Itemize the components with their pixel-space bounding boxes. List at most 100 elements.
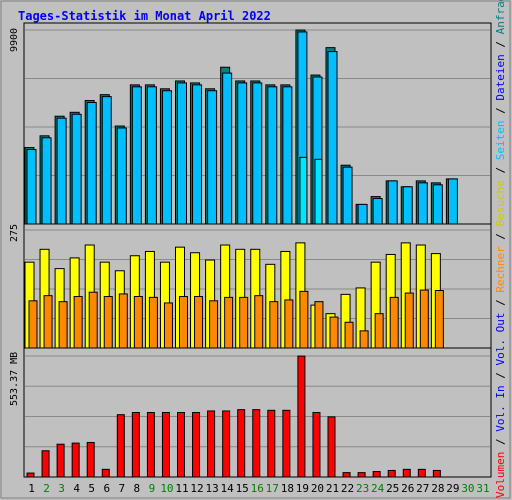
bar-sites-day-12 <box>194 296 204 349</box>
bar-volume-day-15 <box>237 409 246 478</box>
legend-sep-4: / <box>494 226 507 246</box>
bar-files-day-10 <box>161 90 172 225</box>
day-label-19: 19 <box>296 482 309 495</box>
bar-volume-day-6 <box>101 468 110 478</box>
bar-files-day-6 <box>101 96 112 225</box>
day-label-17: 17 <box>266 482 279 495</box>
bar-sites-day-4 <box>73 296 83 349</box>
day-label-30: 30 <box>461 482 474 495</box>
bar-volume-day-22 <box>342 472 351 478</box>
bar-volume-day-10 <box>161 411 170 478</box>
hits-ymax-label: 9900 <box>9 28 20 52</box>
bar-files-day-25 <box>387 180 398 225</box>
bar-sites-day-24 <box>374 313 384 349</box>
legend-sep-2: / <box>494 366 507 386</box>
bar-sites-day-16 <box>254 295 264 349</box>
bar-volume-day-14 <box>222 410 231 478</box>
bar-sites-day-17 <box>269 301 279 349</box>
legend-besuche: Besuche <box>494 180 507 226</box>
day-label-21: 21 <box>326 482 339 495</box>
bar-sites-day-11 <box>179 296 188 349</box>
bar-sites-day-1 <box>28 300 38 349</box>
day-label-4: 4 <box>73 482 80 495</box>
day-label-5: 5 <box>88 482 95 495</box>
bar-sites-day-13 <box>209 300 219 349</box>
bar-sites-day-5 <box>88 291 98 349</box>
bar-sites-day-28 <box>434 290 444 349</box>
legend-vol-in: Vol. In <box>494 385 507 431</box>
day-label-31: 31 <box>476 482 489 495</box>
bar-sites-day-21 <box>329 316 339 349</box>
bar-files-day-11 <box>177 82 187 225</box>
bar-volume-day-18 <box>282 409 291 478</box>
legend-sep-6: / <box>494 101 507 121</box>
bar-files-day-7 <box>116 127 127 225</box>
day-label-7: 7 <box>118 482 125 495</box>
day-label-20: 20 <box>311 482 324 495</box>
bar-volume-day-21 <box>327 416 336 478</box>
bar-volume-day-24 <box>372 471 381 478</box>
bar-files-day-18 <box>282 86 293 225</box>
day-labels: 1 2 3 4 5 6 7 8 9 10 11 12 13 14 15 16 17 18 19 20 21 22 23 24 2… <box>28 482 489 495</box>
bar-volume-day-27 <box>417 468 426 478</box>
visits-ymax-label: 275 <box>9 224 20 242</box>
day-label-23: 23 <box>356 482 369 495</box>
bar-sites-day-3 <box>58 301 68 349</box>
day-label-9: 9 <box>149 482 156 495</box>
legend-dateien: Dateien <box>494 54 507 100</box>
bar-sites-day-19 <box>299 290 309 349</box>
day-label-27: 27 <box>416 482 429 495</box>
bar-volume-day-4 <box>71 442 80 478</box>
bar-volume-day-16 <box>252 409 261 478</box>
bar-volume-day-17 <box>267 409 276 478</box>
legend-sep-5: / <box>494 160 507 180</box>
day-label-18: 18 <box>281 482 294 495</box>
bar-volume-day-1 <box>26 472 35 478</box>
bar-volume-day-12 <box>192 411 201 478</box>
bar-files-day-14 <box>222 72 233 225</box>
bar-volume-day-3 <box>56 443 65 478</box>
bar-volume-day-28 <box>432 469 441 478</box>
bar-files-day-2 <box>41 137 52 225</box>
bar-sites-day-25 <box>389 296 399 349</box>
legend-seiten: Seiten <box>494 120 507 160</box>
bar-files-day-4 <box>71 113 82 225</box>
right-legend: Volumen / Vol. In / Vol. Out / Rechner /… <box>494 0 507 498</box>
day-label-11: 11 <box>175 482 188 495</box>
bar-files-day-26 <box>402 186 413 225</box>
day-label-6: 6 <box>103 482 110 495</box>
bar-volume-day-19 <box>297 355 306 478</box>
legend-vol-out: Vol. Out <box>494 313 507 366</box>
bar-files-day-1 <box>26 149 37 225</box>
legend-volumen: Volumen <box>494 452 507 498</box>
day-label-2: 2 <box>43 482 50 495</box>
bar-volume-day-11 <box>177 411 185 478</box>
bar-files-day-24 <box>372 198 383 225</box>
day-label-8: 8 <box>134 482 141 495</box>
bar-files-day-5 <box>86 102 97 225</box>
day-label-16: 16 <box>251 482 264 495</box>
day-label-1: 1 <box>28 482 35 495</box>
bar-files-day-16 <box>252 82 263 225</box>
bar-files-day-23 <box>357 203 368 225</box>
bar-volume-day-25 <box>387 469 396 478</box>
chart-title: Tages-Statistik im Monat April 2022 <box>18 9 271 23</box>
legend-sep-3: / <box>494 293 507 313</box>
bar-volume-day-5 <box>86 441 95 478</box>
day-label-26: 26 <box>401 482 414 495</box>
day-label-15: 15 <box>236 482 249 495</box>
day-label-3: 3 <box>58 482 65 495</box>
bar-files-day-15 <box>237 82 248 225</box>
bar-files-day-22 <box>342 166 353 225</box>
legend-sep-7: / <box>494 34 507 54</box>
bar-files-day-9 <box>146 86 157 225</box>
day-label-12: 12 <box>190 482 203 495</box>
bar-pages-day-19 <box>299 156 308 225</box>
bar-files-day-8 <box>131 86 142 225</box>
bar-sites-day-15 <box>239 296 249 349</box>
bar-sites-day-26 <box>404 292 414 349</box>
bar-sites-day-27 <box>419 289 429 349</box>
bar-volume-day-13 <box>207 410 216 478</box>
bar-files-day-3 <box>56 117 67 225</box>
